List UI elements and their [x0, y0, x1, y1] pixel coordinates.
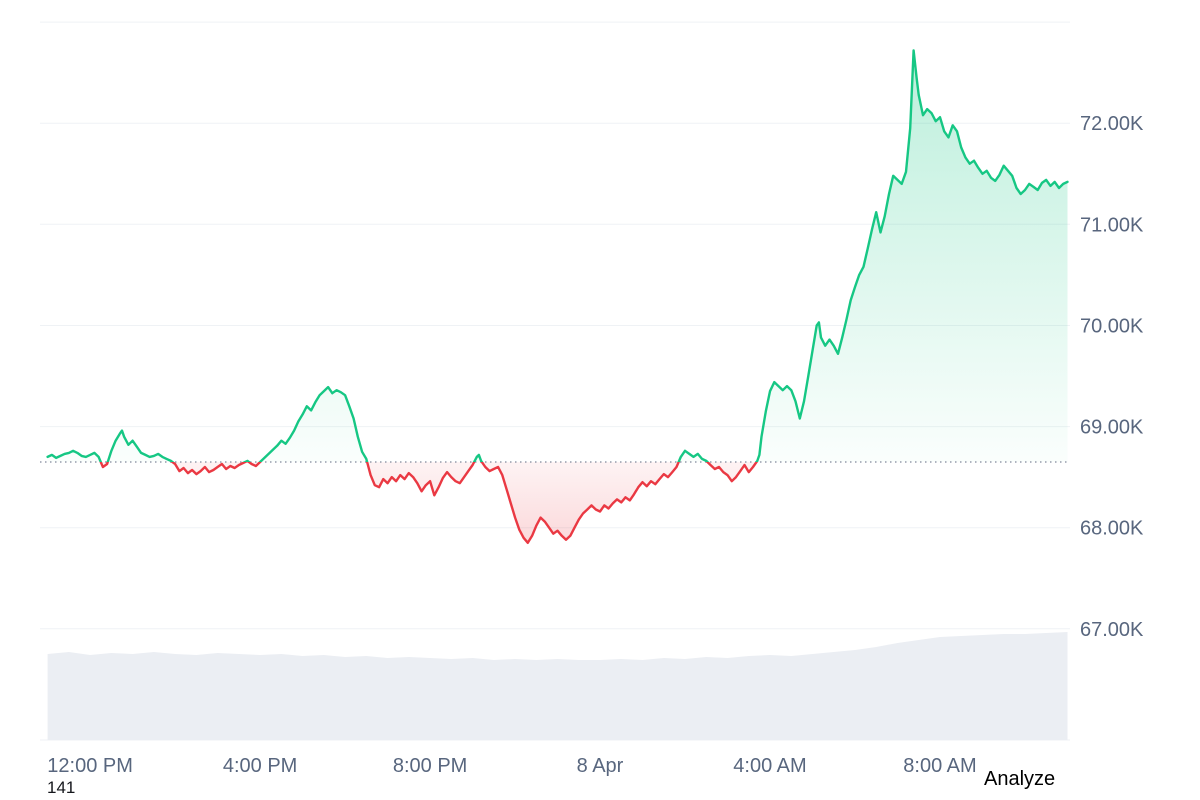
y-axis-label: 68.00K [1080, 518, 1144, 540]
x-axis-label: 8:00 PM [393, 755, 467, 777]
y-axis-label: 71.00K [1080, 214, 1144, 236]
y-axis-label: 70.00K [1080, 316, 1144, 338]
y-axis-label: 69.00K [1080, 417, 1144, 439]
price-line-up [46, 49, 1069, 462]
x-axis-label: 8:00 AM [903, 755, 976, 777]
price-line-down [99, 461, 759, 544]
x-axis-label: 4:00 PM [223, 755, 297, 777]
x-axis-label: 12:00 PM [47, 755, 133, 777]
footnote-number: 141 [47, 778, 76, 797]
x-axis-label: 8 Apr [577, 755, 624, 777]
y-axis-label: 67.00K [1080, 619, 1144, 641]
area-above-baseline [47, 50, 1068, 462]
area-below-baseline [47, 461, 1068, 543]
analyze-button[interactable]: Analyze [984, 768, 1056, 790]
y-axis-label: 72.00K [1080, 113, 1144, 135]
volume-area [47, 632, 1068, 740]
x-axis-label: 4:00 AM [733, 755, 806, 777]
